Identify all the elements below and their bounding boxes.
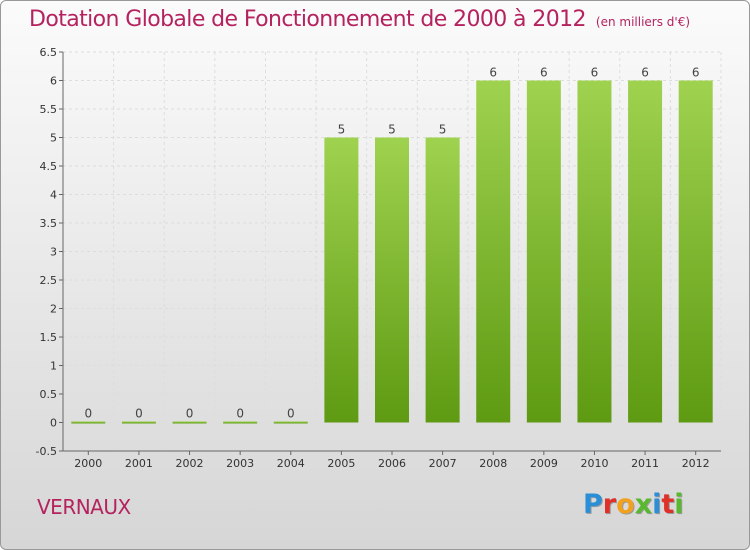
x-tick-label: 2002 (176, 457, 204, 470)
bar (425, 137, 460, 423)
y-tick-label: 4 (50, 189, 57, 202)
y-tick-label: 6.5 (40, 46, 58, 59)
bar-value-label: 6 (540, 66, 548, 80)
y-tick-label: 5.5 (40, 103, 58, 116)
bar (375, 137, 409, 423)
bar-value-label: 6 (591, 66, 599, 80)
x-tick-labels: 2000 2001 2002 2003 2004 2005 2006 2007 2008 2009… (74, 457, 709, 470)
proxiti-logo[interactable]: Proxiti (583, 489, 684, 520)
bar (526, 80, 561, 423)
bar-value-label: 0 (135, 407, 143, 421)
bar-value-label: 5 (388, 123, 396, 137)
logo-letter: i (674, 489, 684, 520)
bar-labels: 0 0 0 0 0 5 5 5 6 6 6 6 6 (84, 66, 699, 421)
x-tick-label: 2012 (682, 457, 710, 470)
chart-title-text: Dotation Globale de Fonctionnement de 20… (29, 7, 587, 32)
bar (324, 137, 359, 423)
x-tick-label: 2005 (327, 457, 355, 470)
x-tick-label: 2000 (74, 457, 102, 470)
y-tick-label: 2 (50, 303, 57, 316)
bar-value-label: 6 (641, 66, 649, 80)
bar (121, 421, 156, 424)
bar (71, 421, 106, 424)
bar-value-label: 6 (692, 66, 700, 80)
y-tick-label: 0 (50, 417, 57, 430)
y-tick-labels: -0.5 0 0.5 1 1.5 2 2.5 3 3.5 4 4.5 5 5.5 6 6.5 (36, 46, 57, 458)
x-tick-label: 2007 (429, 457, 457, 470)
x-tick-label: 2003 (226, 457, 254, 470)
logo-letter: t (661, 489, 675, 520)
bar-value-label: 0 (236, 407, 244, 421)
bar-value-label: 6 (489, 66, 497, 80)
y-tick-label: 2.5 (40, 274, 58, 287)
bar (678, 80, 713, 423)
x-tick-label: 2010 (580, 457, 608, 470)
bar (273, 421, 308, 424)
commune-name: VERNAUX (37, 495, 131, 519)
axes (59, 51, 721, 455)
y-tick-label: 3.5 (40, 217, 58, 230)
x-tick-label: 2001 (125, 457, 153, 470)
y-tick-label: 1 (50, 360, 57, 373)
y-tick-label: 5 (50, 132, 57, 145)
bar (628, 80, 663, 423)
bar (223, 421, 258, 424)
bar-value-label: 0 (186, 407, 194, 421)
logo-letter: o (616, 489, 635, 520)
x-tick-label: 2011 (631, 457, 659, 470)
x-tick-label: 2004 (277, 457, 305, 470)
chart-title: Dotation Globale de Fonctionnement de 20… (29, 7, 690, 32)
x-tick-label: 2006 (378, 457, 406, 470)
bar (476, 80, 511, 423)
bar-value-label: 0 (287, 407, 295, 421)
bar-value-label: 5 (439, 123, 447, 137)
y-tick-label: 0.5 (40, 388, 58, 401)
bar (577, 80, 612, 423)
y-tick-label: 3 (50, 246, 57, 259)
chart-unit: (en milliers d'€) (595, 15, 691, 29)
logo-letter: i (652, 489, 662, 520)
bar-value-label: 5 (338, 123, 346, 137)
bar (172, 421, 207, 424)
logo-letter: r (602, 489, 617, 520)
y-tick-label: -0.5 (36, 445, 57, 458)
x-tick-label: 2009 (530, 457, 558, 470)
bar-value-label: 0 (84, 407, 92, 421)
logo-letter: P (583, 489, 603, 520)
logo-letter: x (634, 489, 653, 520)
x-tick-label: 2008 (479, 457, 507, 470)
y-tick-label: 4.5 (40, 160, 58, 173)
y-tick-label: 1.5 (40, 331, 58, 344)
y-tick-label: 6 (50, 75, 57, 88)
bars (71, 80, 713, 424)
